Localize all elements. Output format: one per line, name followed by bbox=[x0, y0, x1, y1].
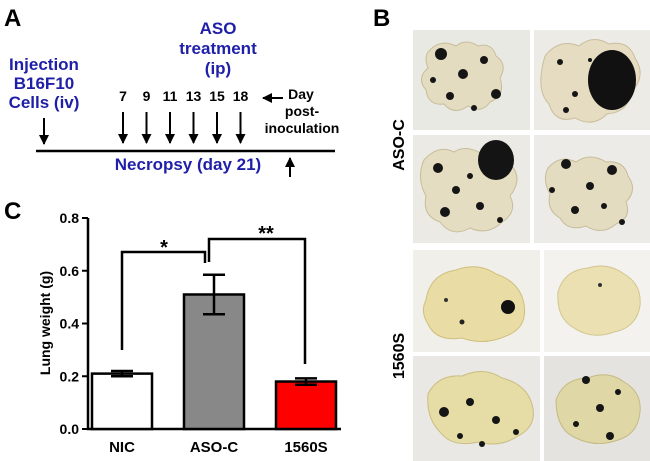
lung-photo-aso-c-2 bbox=[534, 30, 650, 130]
necropsy-label: Necropsy (day 21) bbox=[115, 155, 261, 174]
lung-photo-1560s-2 bbox=[544, 250, 650, 352]
injection-label-line3: Cells (iv) bbox=[9, 93, 80, 112]
group-label-aso-c: ASO-C bbox=[391, 119, 408, 171]
sig-marker-single: * bbox=[160, 237, 168, 259]
lung-photo-aso-c-4 bbox=[534, 135, 650, 243]
injection-label-line1: Injection bbox=[9, 55, 79, 74]
aso-treatment-line2: treatment bbox=[179, 39, 257, 58]
x-tick-label: 1560S bbox=[284, 439, 327, 456]
day-tick-label: 7 bbox=[119, 88, 127, 104]
y-tick-label: 0.2 bbox=[60, 368, 80, 384]
aso-treatment-line1: ASO bbox=[200, 19, 237, 38]
y-tick-label: 0.4 bbox=[60, 316, 80, 332]
day-tick-label: 9 bbox=[143, 88, 151, 104]
day-tick-label: 13 bbox=[186, 88, 202, 104]
y-tick-label: 0.0 bbox=[60, 421, 80, 437]
bar-1560s bbox=[274, 380, 338, 431]
lung-photo-1560s-4 bbox=[544, 356, 650, 461]
group-label-1560s: 1560S bbox=[391, 333, 408, 380]
aso-treatment-line3: (ip) bbox=[205, 59, 231, 78]
x-tick-label: NIC bbox=[109, 439, 135, 456]
day-tick-label: 15 bbox=[209, 88, 225, 104]
day-label-line2: post- bbox=[285, 103, 320, 119]
lung-photo-1560s-3 bbox=[413, 356, 540, 461]
lung-photo-1560s-1 bbox=[413, 250, 540, 352]
x-tick-label: ASO-C bbox=[190, 439, 239, 456]
panel-a-letter: A bbox=[4, 5, 21, 32]
day-tick-label: 18 bbox=[233, 88, 249, 104]
y-axis-label: Lung weight (g) bbox=[37, 271, 53, 375]
day-label-line1: Day bbox=[288, 86, 314, 102]
bar-nic bbox=[90, 372, 154, 431]
lung-photo-aso-c-3 bbox=[413, 135, 530, 243]
injection-label-line2: B16F10 bbox=[14, 74, 74, 93]
sig-bracket-aso-c-1560s bbox=[207, 237, 307, 364]
y-tick-label: 0.8 bbox=[60, 210, 80, 226]
day-label-line3: inoculation bbox=[265, 120, 340, 136]
panel-b-letter: B bbox=[373, 5, 390, 32]
y-tick-label: 0.6 bbox=[60, 263, 80, 279]
bar-aso-c bbox=[182, 293, 246, 431]
sig-bracket-nic-aso-c bbox=[120, 250, 207, 350]
panel-c-letter: C bbox=[4, 198, 21, 225]
sig-marker-double: ** bbox=[258, 223, 274, 245]
day-tick-label: 11 bbox=[163, 88, 178, 104]
lung-photo-aso-c-1 bbox=[413, 30, 530, 130]
